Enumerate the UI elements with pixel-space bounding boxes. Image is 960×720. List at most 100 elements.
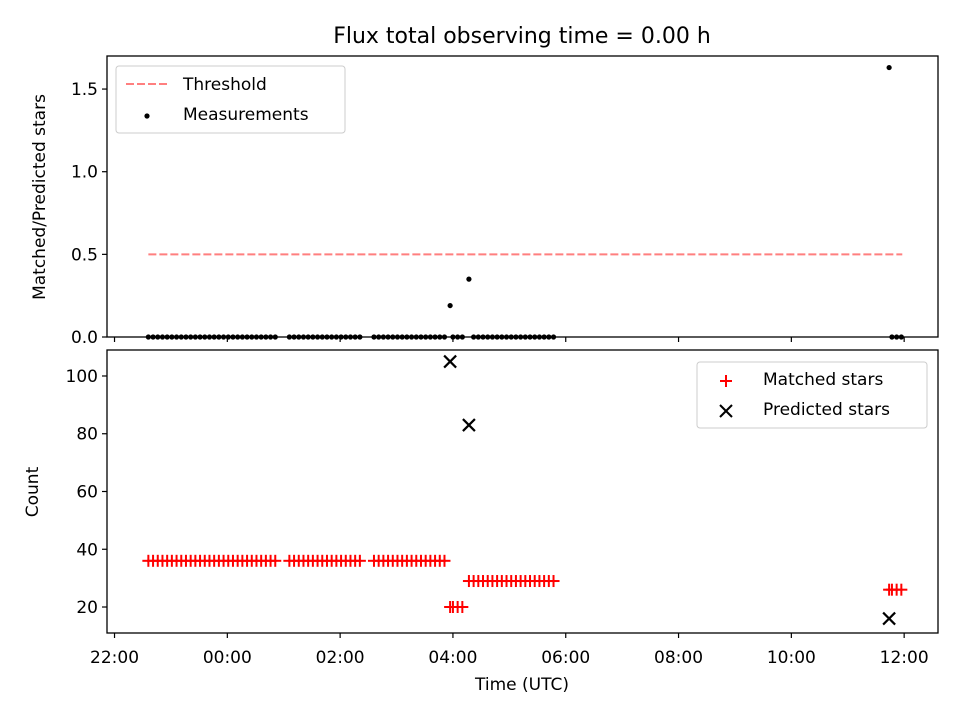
measurement-point bbox=[471, 334, 477, 340]
bottom-y-tick-label: 20 bbox=[76, 598, 98, 618]
measurements-legend-label: Measurements bbox=[183, 105, 309, 125]
measurement-point bbox=[527, 334, 533, 340]
measurement-point bbox=[235, 334, 241, 340]
measurement-point bbox=[145, 334, 151, 340]
top-plot: Matched/Predicted stars 0.0 0.5 1.0 1.5 Thr… bbox=[30, 55, 939, 348]
measurement-point bbox=[532, 334, 538, 340]
measurement-point bbox=[432, 334, 438, 340]
top-legend: Threshold Measurements bbox=[115, 65, 346, 134]
measurement-point bbox=[343, 334, 349, 340]
measurement-point bbox=[418, 334, 424, 340]
measurement-point bbox=[202, 334, 208, 340]
bottom-plot: Count Time (UTC) 20 40 60 80 100 22:00 00:00 0… bbox=[23, 349, 939, 695]
top-legend-box bbox=[115, 65, 346, 134]
measurement-point bbox=[159, 334, 166, 340]
measurement-point bbox=[267, 334, 274, 340]
measurement-point bbox=[164, 334, 170, 340]
measurement-point bbox=[447, 302, 453, 309]
measurement-point bbox=[513, 334, 519, 340]
top-y-tick-label: 1.0 bbox=[71, 163, 98, 183]
measurements-legend-marker bbox=[144, 113, 150, 119]
matched-star-point bbox=[895, 583, 908, 596]
top-y-tick-label: 0.0 bbox=[71, 328, 98, 348]
measurement-point bbox=[889, 334, 895, 340]
measurement-point bbox=[286, 334, 292, 340]
measurement-point bbox=[155, 334, 161, 340]
measurement-point bbox=[894, 334, 900, 340]
measurement-point bbox=[211, 334, 217, 340]
predicted-legend-marker bbox=[719, 404, 733, 418]
measurement-point bbox=[249, 334, 255, 340]
measurement-point bbox=[518, 334, 524, 340]
bottom-legend: Matched stars Predicted stars bbox=[696, 361, 928, 429]
measurement-point bbox=[239, 334, 245, 340]
measurement-point bbox=[541, 334, 547, 340]
measurement-point bbox=[188, 334, 194, 340]
measurement-point bbox=[258, 334, 264, 340]
measurement-point bbox=[225, 334, 231, 340]
x-tick-label: 04:00 bbox=[428, 648, 477, 668]
bottom-y-tick-label: 80 bbox=[76, 425, 98, 445]
matched-legend-marker bbox=[720, 375, 732, 387]
top-y-tick-label: 1.5 bbox=[71, 80, 98, 100]
measurement-point bbox=[230, 334, 236, 340]
bottom-y-tick-label: 60 bbox=[76, 483, 98, 503]
measurement-point bbox=[480, 334, 486, 340]
measurement-point bbox=[244, 334, 250, 340]
measurement-point bbox=[296, 334, 302, 340]
measurement-point bbox=[305, 334, 311, 340]
predicted-star-point bbox=[462, 418, 476, 432]
measurement-point bbox=[441, 334, 448, 340]
measurement-point bbox=[319, 334, 325, 340]
measurement-point bbox=[503, 334, 510, 340]
measurement-point bbox=[216, 334, 222, 340]
measurement-point bbox=[475, 334, 481, 340]
x-tick-label: 10:00 bbox=[767, 648, 816, 668]
measurement-point bbox=[324, 334, 330, 340]
measurement-point bbox=[197, 334, 203, 340]
matched-star-point bbox=[269, 554, 282, 567]
measurement-point bbox=[385, 334, 391, 340]
measurement-point bbox=[485, 334, 491, 340]
measurement-point bbox=[437, 334, 443, 340]
measurement-point bbox=[546, 334, 552, 340]
measurement-point bbox=[357, 334, 363, 340]
measurement-point bbox=[263, 334, 269, 340]
measurement-point bbox=[314, 334, 321, 340]
measurement-point bbox=[352, 334, 358, 340]
bottom-y-tick-label: 40 bbox=[76, 540, 98, 560]
measurement-point bbox=[178, 334, 184, 340]
measurement-point bbox=[466, 276, 472, 282]
measurement-point bbox=[898, 334, 904, 340]
measurement-point bbox=[399, 334, 405, 340]
bottom-y-tick-label: 100 bbox=[66, 367, 98, 387]
measurement-point bbox=[220, 334, 227, 340]
predicted-star-point bbox=[443, 354, 457, 369]
x-tick-label: 08:00 bbox=[654, 648, 703, 668]
measurement-point bbox=[489, 334, 496, 340]
measurement-point bbox=[550, 334, 557, 340]
measurement-point bbox=[338, 334, 344, 340]
x-tick-label: 06:00 bbox=[541, 648, 590, 668]
matched-legend-label: Matched stars bbox=[763, 370, 883, 390]
measurement-point bbox=[310, 334, 316, 340]
measurement-point bbox=[150, 334, 156, 340]
measurement-point bbox=[380, 334, 386, 340]
measurement-point bbox=[183, 334, 189, 340]
measurement-point bbox=[291, 334, 297, 340]
x-axis-label: Time (UTC) bbox=[474, 675, 569, 695]
measurement-point bbox=[300, 334, 307, 340]
chart-title: Flux total observing time = 0.00 h bbox=[333, 24, 711, 49]
measurement-point bbox=[371, 334, 377, 340]
measurement-point bbox=[404, 334, 410, 340]
measurement-point bbox=[394, 334, 401, 340]
measurement-point bbox=[494, 334, 500, 340]
measurement-point bbox=[173, 334, 180, 340]
measurement-point bbox=[206, 334, 213, 340]
x-tick-label: 12:00 bbox=[880, 648, 929, 668]
matched-star-point bbox=[547, 575, 560, 588]
x-tick-label: 22:00 bbox=[90, 648, 139, 668]
measurement-point bbox=[376, 334, 382, 340]
measurement-point bbox=[253, 334, 260, 340]
